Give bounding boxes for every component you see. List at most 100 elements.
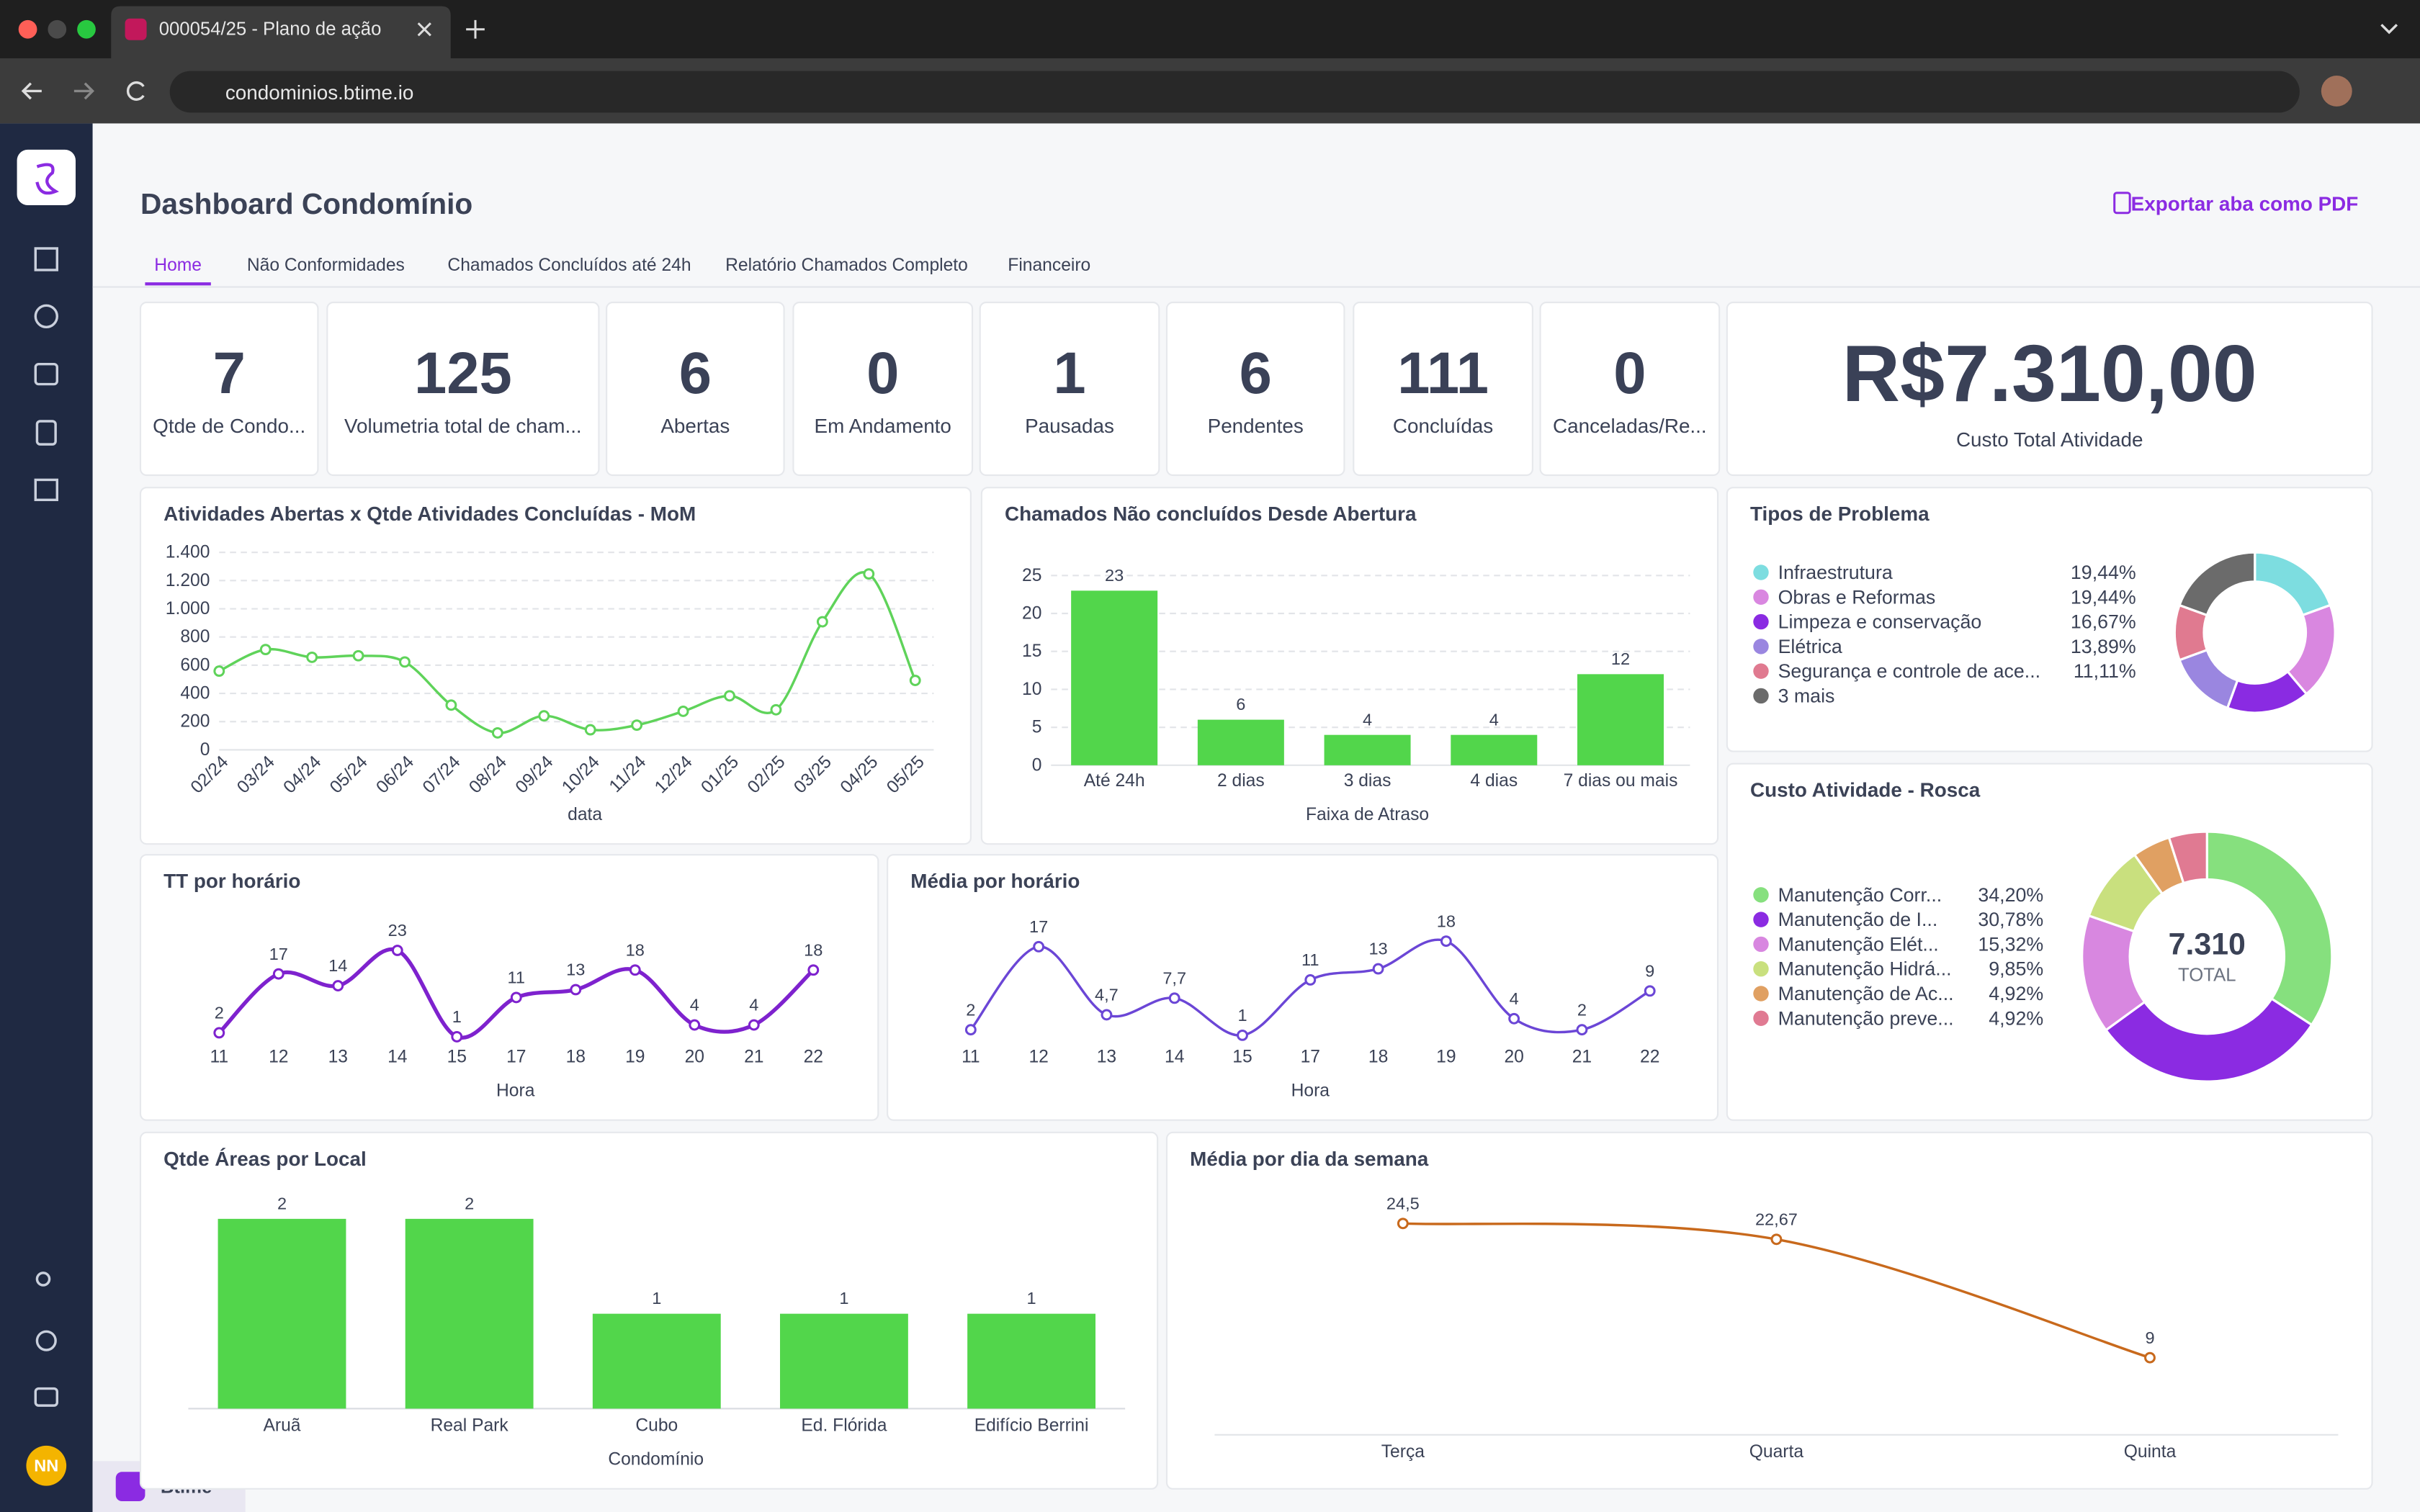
tab[interactable]: Chamados Concluídos até 24h (447, 256, 691, 275)
panel (1165, 1131, 2373, 1490)
data-label: 18 (1437, 912, 1456, 930)
legend-label[interactable]: 3 mais (1778, 685, 1835, 706)
point (964, 1024, 977, 1036)
point (909, 675, 921, 686)
x-tick-label: 22 (804, 1047, 823, 1066)
legend-value: 16,67% (2071, 611, 2136, 633)
tab[interactable]: Home (154, 256, 202, 275)
point (272, 968, 284, 980)
export-pdf[interactable]: Exportar aba como PDF (2131, 192, 2359, 215)
point (1168, 992, 1180, 1004)
x-tick-label: 17 (1301, 1047, 1320, 1066)
minimize-window[interactable] (48, 19, 67, 39)
nav-settings[interactable] (35, 1330, 57, 1351)
bar (1577, 674, 1664, 765)
point (259, 644, 272, 656)
data-label: 1 (652, 1289, 661, 1308)
data-label: 2 (215, 1004, 224, 1022)
bar (780, 1313, 908, 1409)
avatar[interactable] (26, 1445, 67, 1486)
nav-reports[interactable] (35, 420, 57, 446)
avatar-initials: NN (34, 1457, 58, 1475)
reload[interactable] (126, 81, 145, 101)
nav-messages[interactable] (34, 1387, 58, 1407)
kpi-label: Volumetria total de cham... (344, 415, 582, 437)
tab[interactable]: Relatório Chamados Completo (725, 256, 968, 275)
point (1101, 1009, 1113, 1021)
legend-value: 19,44% (2071, 562, 2136, 583)
x-axis-label: Hora (1291, 1081, 1330, 1101)
nav-dashboards[interactable] (34, 247, 58, 271)
data-label: 4 (1489, 710, 1499, 729)
address-bar[interactable] (169, 71, 2300, 113)
legend-label[interactable]: Limpeza e conservação (1778, 611, 1982, 633)
kpi-card (326, 301, 600, 477)
legend-label[interactable]: Manutenção Elét... (1778, 933, 1939, 955)
x-tick-label: 11 (210, 1047, 229, 1066)
legend-value: 13,89% (2071, 636, 2136, 657)
point (677, 706, 689, 717)
new-tab[interactable] (466, 19, 485, 39)
point (748, 1019, 760, 1031)
legend-label[interactable]: Manutenção preve... (1778, 1007, 1954, 1029)
kpi-card (1539, 301, 1721, 477)
legend-swatch (1753, 688, 1769, 704)
nav-users[interactable] (35, 1272, 51, 1287)
kpi-value: R$7.310,00 (1842, 328, 2257, 418)
legend-label[interactable]: Obras e Reformas (1778, 586, 1936, 608)
kpi-value: 111 (1397, 341, 1489, 406)
point (213, 665, 225, 678)
data-label: 2 (966, 1000, 975, 1019)
data-label: 2 (1577, 1000, 1587, 1019)
bar (405, 1218, 534, 1409)
donut-segment (2205, 830, 2334, 1027)
legend-label[interactable]: Elétrica (1778, 636, 1842, 657)
tab[interactable]: Não Conformidades (247, 256, 405, 275)
point (816, 616, 828, 628)
kpi-value: 6 (679, 341, 712, 406)
legend-label[interactable]: Manutenção de I... (1778, 909, 1938, 930)
forward[interactable] (73, 82, 94, 100)
workspace-icon (115, 1472, 145, 1501)
data-label: 2 (277, 1194, 287, 1212)
legend-label[interactable]: Infraestrutura (1778, 562, 1893, 583)
legend-label[interactable]: Manutenção de Ac... (1778, 983, 1954, 1004)
point (2144, 1351, 2156, 1364)
point (1576, 1024, 1588, 1036)
kpi-card (606, 301, 785, 477)
x-tick-label: 14 (1165, 1047, 1184, 1066)
tab-search[interactable] (2380, 24, 2398, 35)
data-label: 4 (1363, 710, 1372, 729)
tab-close[interactable] (417, 22, 431, 37)
active-tab[interactable] (111, 6, 451, 59)
x-tick-label: Aruã (263, 1416, 300, 1435)
back[interactable] (21, 82, 42, 100)
url: condominios.btime.io (225, 81, 414, 104)
close-window[interactable] (18, 19, 37, 39)
nav-archive[interactable] (34, 478, 58, 501)
data-label: 12 (1611, 649, 1630, 668)
legend-label[interactable]: Segurança e controle de ace... (1778, 660, 2041, 682)
active-tab-underline (145, 282, 211, 286)
legend-swatch (1753, 663, 1769, 679)
data-label: 9 (2145, 1328, 2154, 1347)
nav-explore[interactable] (34, 304, 58, 328)
x-tick-label: Real Park (431, 1416, 509, 1435)
x-axis-label: Faixa de Atraso (1306, 805, 1429, 824)
kpi-label: Concluídas (1393, 415, 1493, 437)
point (863, 568, 875, 580)
data-label: 1 (1027, 1289, 1036, 1308)
legend-value: 11,11% (2074, 660, 2136, 682)
legend-label[interactable]: Manutenção Corr... (1778, 884, 1942, 906)
bar (1451, 734, 1538, 765)
point (570, 984, 582, 996)
maximize-window[interactable] (77, 19, 96, 39)
tab[interactable]: Financeiro (1008, 256, 1090, 275)
legend-swatch (1753, 564, 1769, 580)
nav-inbox[interactable] (34, 362, 58, 386)
y-tick-label: 400 (180, 684, 210, 703)
panel-title: TT por horário (163, 870, 300, 892)
legend-label[interactable]: Manutenção Hidrá... (1778, 958, 1952, 980)
profile[interactable] (2321, 76, 2352, 107)
kpi-card (1726, 301, 2373, 477)
